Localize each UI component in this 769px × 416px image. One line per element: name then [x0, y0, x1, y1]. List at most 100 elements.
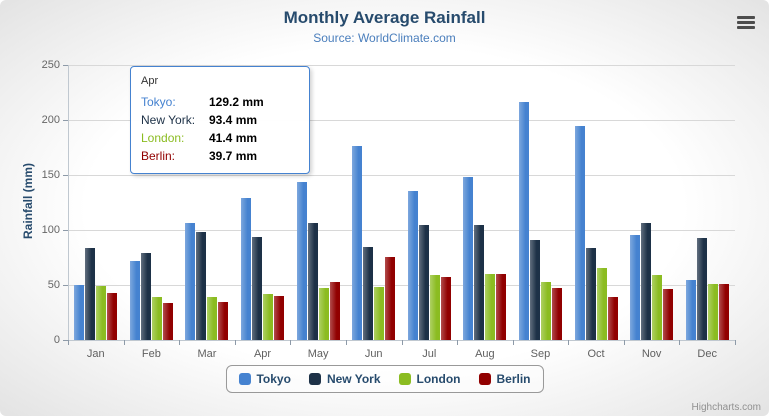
bar-london-may[interactable]: [318, 288, 329, 340]
bar-tokyo-apr[interactable]: [241, 197, 252, 340]
x-axis-tick: [568, 340, 570, 345]
bar-london-dec[interactable]: [707, 283, 718, 340]
x-axis-label: Jan: [86, 348, 105, 360]
legend: Tokyo New York London Berlin: [225, 365, 544, 393]
x-axis-tick: [457, 340, 459, 345]
bar-tokyo-jun[interactable]: [352, 146, 363, 340]
x-axis-label: Mar: [197, 348, 217, 360]
chart-subtitle: Source: WorldClimate.com: [313, 31, 456, 45]
y-axis-label: 200: [41, 114, 60, 126]
legend-symbol: [308, 373, 321, 385]
bar-new-york-oct[interactable]: [585, 248, 596, 340]
x-axis-tick: [123, 340, 125, 345]
bar-new-york-feb[interactable]: [140, 253, 151, 340]
tooltip-row: Tokyo: 129.2 mm: [141, 95, 264, 109]
x-axis-tick: [68, 340, 69, 345]
bar-berlin-apr[interactable]: [274, 296, 285, 340]
y-axis-label: 250: [41, 59, 60, 71]
y-axis-label: 100: [41, 224, 60, 236]
legend-item-berlin[interactable]: Berlin: [478, 372, 531, 386]
bar-london-jun[interactable]: [374, 286, 385, 340]
bar-berlin-feb[interactable]: [162, 303, 173, 340]
bar-london-nov[interactable]: [652, 274, 663, 340]
x-axis-label: May: [307, 348, 329, 360]
tooltip-header: Apr: [141, 75, 159, 87]
tooltip-row: New York: 93.4 mm: [141, 113, 258, 127]
bar-new-york-may[interactable]: [307, 223, 318, 340]
bar-tokyo-jan[interactable]: [74, 285, 85, 340]
y-axis-tick: [63, 285, 68, 286]
x-axis-tick: [512, 340, 514, 345]
bar-berlin-aug[interactable]: [496, 273, 507, 340]
legend-item-tokyo[interactable]: Tokyo: [238, 372, 291, 386]
gridline: [68, 65, 735, 66]
x-axis-label: Jul: [422, 348, 437, 360]
bar-london-jul[interactable]: [429, 275, 440, 340]
legend-label: London: [416, 372, 461, 386]
bar-berlin-dec[interactable]: [718, 283, 729, 340]
x-axis-tick: [623, 340, 625, 345]
bar-tokyo-mar[interactable]: [185, 222, 196, 340]
bar-london-feb[interactable]: [151, 297, 162, 340]
bar-london-oct[interactable]: [596, 268, 607, 340]
bar-berlin-may[interactable]: [329, 282, 340, 340]
bar-berlin-jan[interactable]: [107, 293, 118, 340]
y-axis-title: Rainfall (mm): [21, 163, 35, 240]
bar-berlin-sep[interactable]: [551, 287, 562, 340]
legend-item-new-york[interactable]: New York: [308, 372, 381, 386]
x-axis-label: Sep: [530, 348, 551, 360]
bar-new-york-aug[interactable]: [474, 225, 485, 340]
bar-london-aug[interactable]: [485, 274, 496, 340]
bar-new-york-dec[interactable]: [696, 238, 707, 340]
bar-tokyo-feb[interactable]: [129, 261, 140, 340]
bar-tokyo-dec[interactable]: [685, 280, 696, 340]
y-axis-tick: [63, 230, 68, 231]
bar-london-sep[interactable]: [540, 282, 551, 340]
x-axis-tick: [679, 340, 681, 345]
y-axis-tick: [63, 340, 68, 341]
bar-new-york-sep[interactable]: [529, 239, 540, 340]
bar-new-york-apr[interactable]: [252, 237, 263, 340]
bar-tokyo-nov[interactable]: [630, 234, 641, 340]
bar-tokyo-aug[interactable]: [463, 176, 474, 340]
bar-new-york-jan[interactable]: [85, 248, 96, 340]
x-axis-tick: [179, 340, 181, 345]
bar-berlin-jun[interactable]: [385, 256, 396, 340]
legend-symbol: [398, 373, 411, 385]
bar-tokyo-oct[interactable]: [574, 126, 585, 340]
tooltip-row: Berlin: 39.7 mm: [141, 149, 258, 163]
gridline: [68, 285, 735, 286]
x-axis-tick: [290, 340, 292, 345]
y-axis-tick: [63, 175, 68, 176]
bar-london-jan[interactable]: [96, 286, 107, 340]
legend-label: New York: [326, 372, 381, 386]
y-axis-label: 150: [41, 169, 60, 181]
x-axis-label: Feb: [141, 348, 161, 360]
bar-london-apr[interactable]: [263, 294, 274, 340]
bar-tokyo-sep[interactable]: [518, 101, 529, 340]
gridline: [68, 175, 735, 176]
bar-berlin-nov[interactable]: [663, 288, 674, 340]
tooltip: Apr Tokyo: 129.2 mm New York: 93.4 mm London…: [130, 66, 310, 174]
bar-berlin-mar[interactable]: [218, 302, 229, 340]
legend-item-london[interactable]: London: [398, 372, 461, 386]
x-axis-tick: [234, 340, 236, 345]
export-menu-icon[interactable]: [737, 16, 755, 30]
highcharts-credit: Highcharts.com: [691, 402, 761, 413]
bar-new-york-mar[interactable]: [196, 231, 207, 340]
bar-tokyo-may[interactable]: [296, 181, 307, 340]
bar-berlin-oct[interactable]: [607, 296, 618, 340]
legend-symbol: [238, 373, 251, 385]
x-axis-label: Apr: [253, 348, 272, 360]
x-axis-label: Aug: [475, 348, 495, 360]
y-axis-label: 50: [47, 279, 60, 291]
x-axis-label: Jun: [364, 348, 383, 360]
bar-new-york-jun[interactable]: [363, 247, 374, 340]
y-axis-line: [68, 65, 69, 340]
bar-berlin-jul[interactable]: [440, 276, 451, 340]
bar-new-york-jul[interactable]: [418, 224, 429, 340]
bar-tokyo-jul[interactable]: [407, 190, 418, 340]
legend-label: Tokyo: [256, 372, 291, 386]
bar-new-york-nov[interactable]: [641, 222, 652, 340]
bar-london-mar[interactable]: [207, 296, 218, 340]
